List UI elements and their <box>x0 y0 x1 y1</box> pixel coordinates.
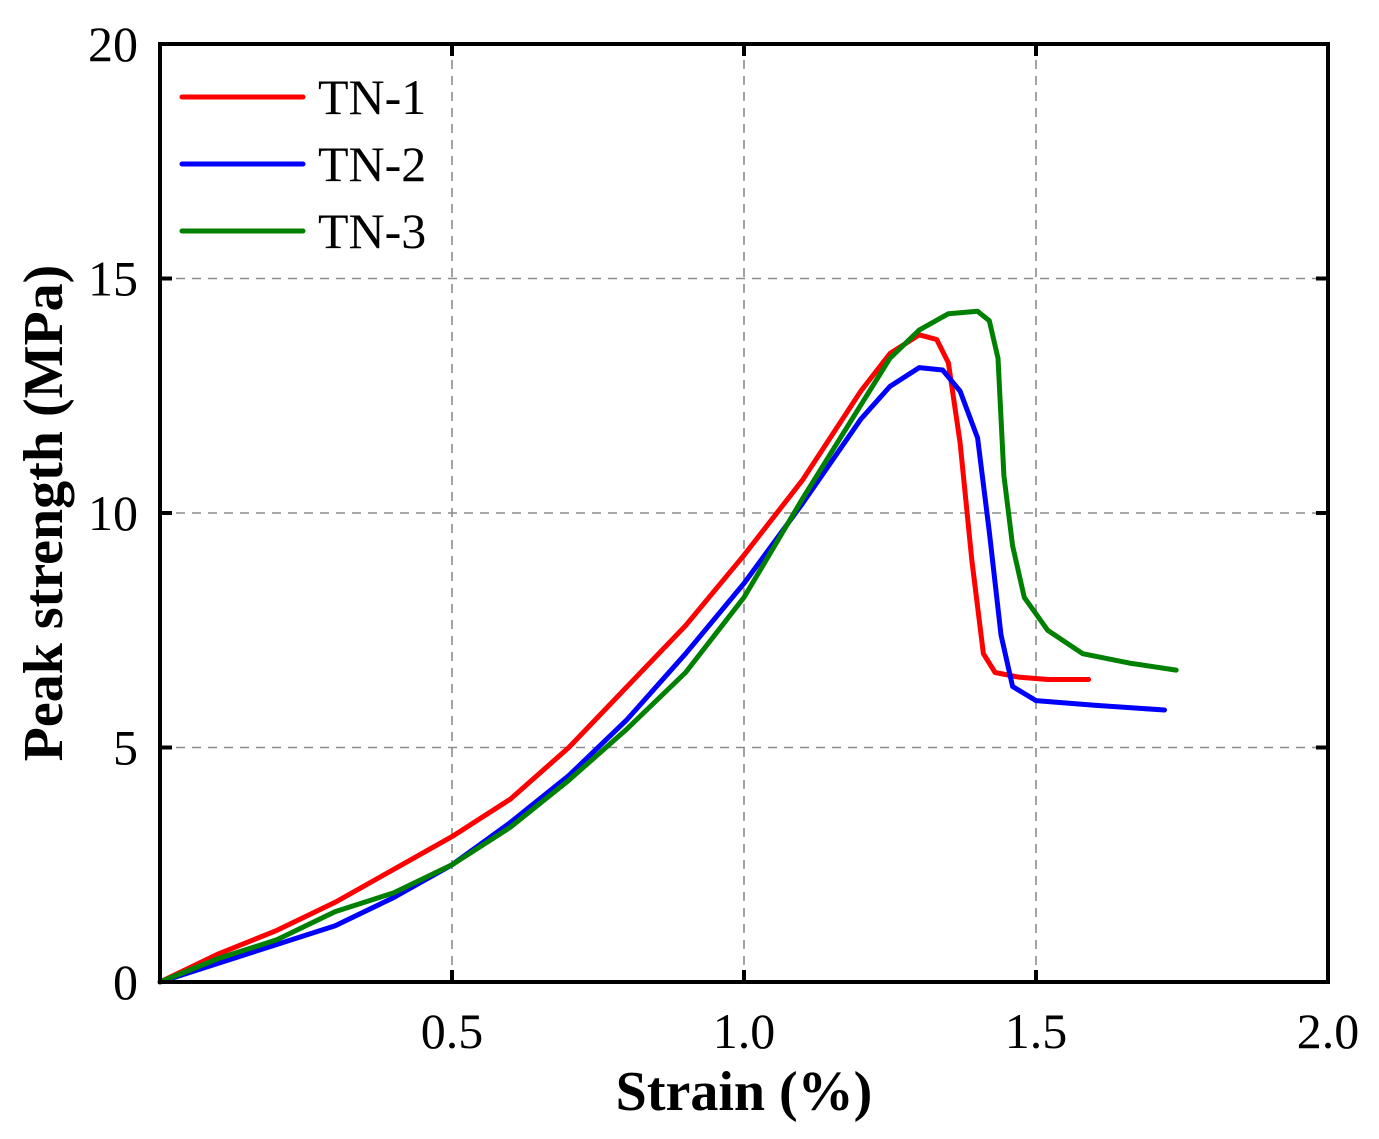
y-tick-label-1: 5 <box>113 720 138 776</box>
legend-label-tn-3: TN-3 <box>318 203 426 259</box>
y-tick-label-3: 15 <box>88 251 138 307</box>
y-axis-title: Peak strength (MPa) <box>13 265 75 762</box>
legend-label-tn-2: TN-2 <box>318 136 426 192</box>
axis-ticks <box>160 42 1330 984</box>
y-tick-label-0: 0 <box>113 954 138 1010</box>
x-tick-label-0: 0.5 <box>421 1003 484 1059</box>
x-tick-label-1: 1.0 <box>713 1003 776 1059</box>
series-line-tn-1 <box>157 332 1092 985</box>
y-tick-label-2: 10 <box>88 485 138 541</box>
series-line-tn-3 <box>157 308 1179 985</box>
x-tick-label-2: 1.5 <box>1005 1003 1068 1059</box>
legend: TN-1 TN-2 TN-3 <box>179 69 426 259</box>
grid-lines <box>160 44 1328 982</box>
tick-labels: 0.5 1.0 1.5 2.0 0 5 10 15 20 <box>88 16 1359 1059</box>
x-tick-label-3: 2.0 <box>1297 1003 1360 1059</box>
series-layer <box>157 308 1179 985</box>
x-axis-title: Strain (%) <box>616 1061 873 1123</box>
series-line-tn-2 <box>157 365 1167 985</box>
y-tick-label-4: 20 <box>88 16 138 72</box>
legend-label-tn-1: TN-1 <box>318 69 426 125</box>
